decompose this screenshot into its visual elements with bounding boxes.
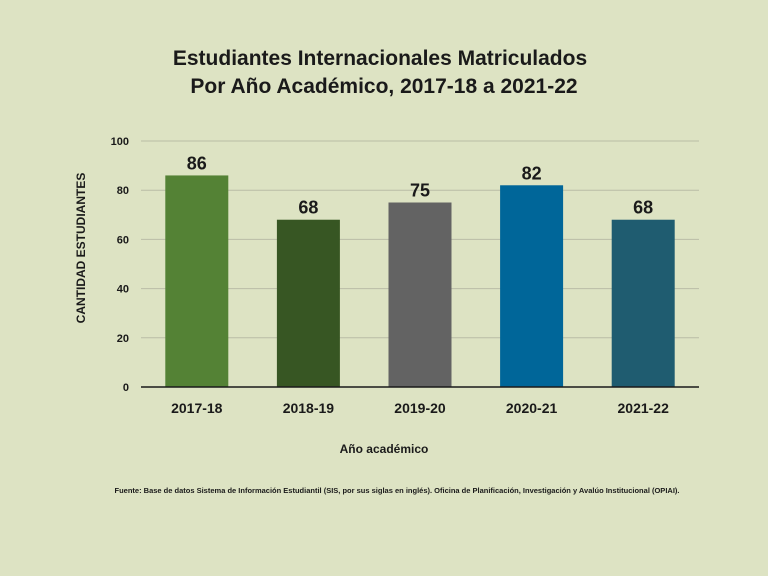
- x-tick-label: 2021-22: [618, 400, 670, 416]
- data-label: 68: [633, 198, 653, 218]
- y-axis-title: CANTIDAD ESTUDIANTES: [74, 173, 88, 324]
- chart-title-line-1: Estudiantes Internacionales Matriculados: [173, 47, 587, 70]
- bars: [165, 175, 675, 387]
- y-tick-label: 0: [123, 382, 129, 394]
- x-axis-ticks: 2017-18 2018-19 2019-20 2020-21 2021-22: [171, 400, 669, 416]
- data-label: 68: [298, 198, 318, 218]
- y-tick-label: 80: [117, 185, 129, 197]
- x-tick-label: 2018-19: [283, 400, 335, 416]
- y-tick-label: 100: [111, 136, 129, 148]
- bar: [165, 175, 229, 387]
- x-axis-title: Año académico: [340, 442, 429, 456]
- chart-title-line-2: Por Año Académico, 2017-18 a 2021-22: [190, 75, 577, 98]
- y-tick-label: 60: [117, 234, 129, 246]
- x-tick-label: 2017-18: [171, 400, 223, 416]
- data-labels: 86 68 75 82 68: [187, 153, 653, 217]
- source-footnote: Fuente: Base de datos Sistema de Informa…: [115, 486, 680, 495]
- bar: [276, 219, 340, 387]
- y-tick-label: 20: [117, 333, 129, 345]
- y-axis-ticks: 0 20 40 60 80 100: [111, 136, 129, 394]
- bar: [611, 219, 675, 387]
- bar: [500, 185, 564, 387]
- data-label: 86: [187, 153, 207, 173]
- bar: [388, 202, 452, 387]
- y-tick-label: 40: [117, 284, 129, 296]
- data-label: 75: [410, 181, 430, 201]
- x-tick-label: 2020-21: [506, 400, 558, 416]
- x-tick-label: 2019-20: [394, 400, 446, 416]
- data-label: 82: [522, 163, 542, 183]
